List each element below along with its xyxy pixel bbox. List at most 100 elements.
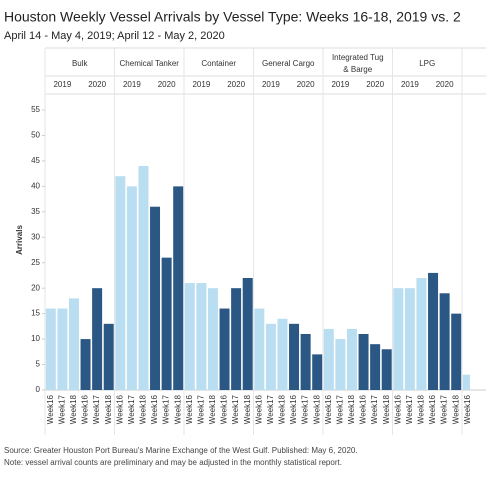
- note: Note: vessel arrival counts are prelimin…: [4, 458, 342, 467]
- source-note: Source: Greater Houston Port Bureau's Ma…: [4, 446, 358, 455]
- group-label: Bulk: [72, 59, 89, 68]
- bar: [381, 349, 392, 390]
- bar: [231, 288, 242, 390]
- bar: [451, 313, 462, 390]
- year-label: 2019: [53, 80, 71, 89]
- x-tick-label: Week17: [57, 394, 66, 424]
- bar: [254, 308, 265, 390]
- x-tick-label: Week17: [231, 394, 240, 424]
- bar: [346, 328, 357, 390]
- x-tick-label: Week17: [474, 394, 483, 424]
- bar: [126, 186, 137, 390]
- bar: [57, 308, 68, 390]
- bar: [370, 344, 381, 390]
- bar: [462, 374, 470, 390]
- y-axis-title: Arrivals: [15, 225, 24, 255]
- y-tick-label: 10: [31, 334, 40, 343]
- bar: [265, 323, 276, 390]
- x-tick-label: Week16: [150, 394, 159, 424]
- x-tick-label: Week16: [359, 394, 368, 424]
- year-label: 2019: [192, 80, 210, 89]
- y-tick-label: 25: [31, 258, 40, 267]
- bar: [242, 278, 253, 390]
- y-tick-label: 0: [36, 385, 41, 394]
- y-tick-label: 20: [31, 283, 40, 292]
- group-label: Chemical Tanker: [120, 59, 180, 68]
- bar: [103, 323, 114, 390]
- x-tick-label: Week17: [162, 394, 171, 424]
- bar: [404, 288, 415, 390]
- x-tick-label: Week17: [370, 394, 379, 424]
- x-tick-label: Week16: [46, 394, 55, 424]
- chart-title: Houston Weekly Vessel Arrivals by Vessel…: [4, 9, 461, 25]
- year-label: 2020: [88, 80, 106, 89]
- x-tick-label: Week16: [115, 394, 124, 424]
- x-tick-label: Week18: [278, 394, 287, 424]
- chart-subtitle: April 14 - May 4, 2019; April 12 - May 2…: [4, 30, 225, 42]
- year-label: 2019: [262, 80, 280, 89]
- x-tick-label: Week16: [393, 394, 402, 424]
- y-tick-label: 35: [31, 207, 40, 216]
- bar: [115, 176, 126, 390]
- group-label: General Cargo: [262, 59, 315, 68]
- year-label: 2020: [366, 80, 384, 89]
- y-tick-label: 55: [31, 105, 40, 114]
- y-tick-label: 45: [31, 156, 40, 165]
- bar: [68, 298, 79, 390]
- x-tick-label: Week17: [196, 394, 205, 424]
- group-label: LPG: [419, 59, 435, 68]
- group-label: Integrated Tug & Barge: [332, 53, 384, 74]
- x-tick-label: Week18: [451, 394, 460, 424]
- x-tick-label: Week16: [463, 394, 472, 424]
- x-tick-label: Week16: [81, 394, 90, 424]
- bar: [439, 293, 450, 390]
- x-tick-label: Week16: [428, 394, 437, 424]
- bar: [289, 323, 300, 390]
- bar: [80, 339, 91, 390]
- y-tick-label: 5: [36, 360, 41, 369]
- x-tick-label: Week16: [254, 394, 263, 424]
- bar: [138, 166, 149, 390]
- x-tick-label: Week18: [243, 394, 252, 424]
- x-tick-label: Week17: [405, 394, 414, 424]
- x-tick-label: Week18: [382, 394, 391, 424]
- x-tick-label: Week17: [127, 394, 136, 424]
- x-tick-label: Week17: [301, 394, 310, 424]
- x-tick-label: Week18: [139, 394, 148, 424]
- x-tick-label: Week17: [266, 394, 275, 424]
- bar: [184, 283, 195, 390]
- bar: [277, 318, 288, 390]
- year-label: 2019: [401, 80, 419, 89]
- year-label: 2019: [123, 80, 141, 89]
- x-tick-label: Week18: [347, 394, 356, 424]
- bar: [393, 288, 404, 390]
- x-tick-label: Week16: [289, 394, 298, 424]
- x-tick-label: Week18: [173, 394, 182, 424]
- bar: [173, 186, 184, 390]
- year-label: 2019: [470, 80, 486, 89]
- x-tick-label: Week18: [417, 394, 426, 424]
- group-label: Container: [201, 59, 236, 68]
- x-tick-label: Week18: [69, 394, 78, 424]
- bar: [219, 308, 230, 390]
- year-label: 2020: [436, 80, 454, 89]
- x-tick-label: Week16: [324, 394, 333, 424]
- x-tick-label: Week16: [185, 394, 194, 424]
- x-tick-label: Week17: [92, 394, 101, 424]
- bar: [474, 380, 484, 390]
- y-tick-label: 40: [31, 181, 40, 190]
- bar: [196, 283, 207, 390]
- x-tick-label: Week18: [104, 394, 113, 424]
- x-tick-label: Week17: [440, 394, 449, 424]
- y-tick-label: 30: [31, 232, 40, 241]
- bar: [92, 288, 103, 390]
- bar: [323, 328, 334, 390]
- year-label: 2019: [331, 80, 349, 89]
- bar: [358, 334, 369, 390]
- x-tick-label: Week17: [335, 394, 344, 424]
- bar: [45, 308, 56, 390]
- y-tick-label: 15: [31, 309, 40, 318]
- x-tick-label: Week18: [208, 394, 217, 424]
- bar: [335, 339, 346, 390]
